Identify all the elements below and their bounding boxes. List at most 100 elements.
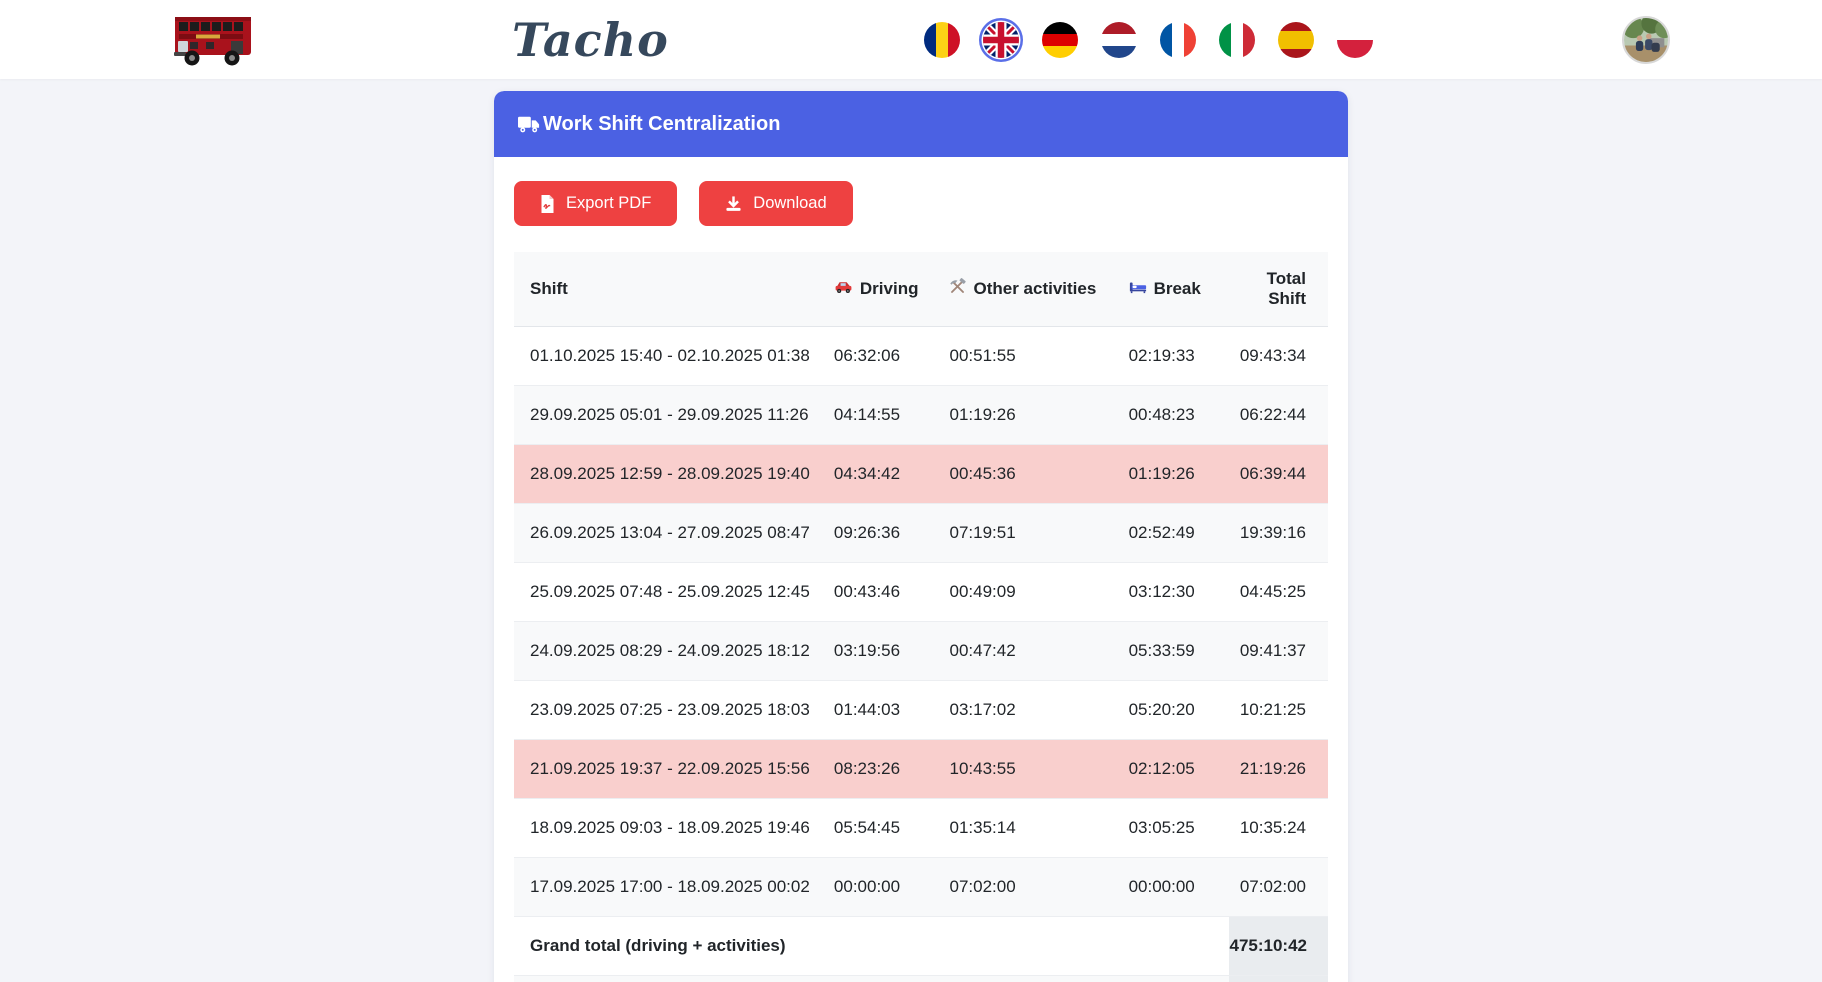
shift-period-cell: 21.09.2025 19:37 - 22.09.2025 15:56 [514, 739, 834, 799]
total-shift-time-cell: 04:45:25 [1229, 562, 1328, 622]
grand-total-row: Grand total (driving + activities) 475:1… [514, 916, 1328, 976]
other-activities-time-cell: 03:17:02 [949, 680, 1129, 740]
driving-time-cell: 04:14:55 [833, 385, 950, 445]
flag-france-icon[interactable] [1159, 21, 1196, 58]
language-switcher [923, 21, 1373, 58]
action-buttons: Export PDF Download [514, 181, 1328, 226]
other-activities-time-cell: 01:19:26 [949, 385, 1129, 445]
shift-period-cell: 18.09.2025 09:03 - 18.09.2025 19:46 [514, 798, 834, 858]
break-time-cell: 02:52:49 [1128, 503, 1230, 563]
user-avatar[interactable] [1622, 15, 1670, 64]
navbar: Tacho [0, 0, 1822, 79]
shift-row: 23.09.2025 07:25 - 23.09.2025 18:03 01:4… [514, 680, 1328, 740]
shift-period-cell: 25.09.2025 07:48 - 25.09.2025 12:45 [514, 562, 834, 622]
card-title: Work Shift Centralization [543, 112, 781, 135]
page-content: Work Shift Centralization Export PDF [0, 79, 1822, 982]
download-icon [725, 195, 742, 212]
total-shift-time-cell: 10:35:24 [1229, 798, 1328, 858]
car-icon [834, 279, 853, 299]
shift-row: 21.09.2025 19:37 - 22.09.2025 15:56 08:2… [514, 739, 1328, 799]
total-shift-time-cell: 09:43:34 [1239, 346, 1306, 365]
other-activities-time-cell: 00:47:42 [949, 621, 1129, 681]
flag-united-kingdom-icon[interactable] [982, 21, 1019, 58]
shift-table: Shift [514, 252, 1328, 982]
total-shift-time-cell: 19:39:16 [1229, 503, 1328, 563]
flag-netherlands-icon[interactable] [1100, 21, 1137, 58]
other-activities-time-cell: 00:51:55 [949, 346, 1016, 365]
other-activities-time-cell: 07:02:00 [949, 857, 1129, 917]
work-shift-card: Work Shift Centralization Export PDF [494, 91, 1348, 982]
flag-romania-icon[interactable] [923, 21, 960, 58]
col-header-shift: Shift [514, 252, 834, 327]
shift-row: 24.09.2025 08:29 - 24.09.2025 18:12 03:1… [514, 621, 1328, 681]
bus-logo-icon[interactable] [170, 12, 262, 68]
grand-total-value: 97:56:39 [1229, 975, 1328, 982]
shift-row: 01.10.2025 15:40 - 02.10.2025 01:38 06:3… [514, 327, 1328, 386]
truck-icon [518, 115, 540, 134]
shift-period-cell: 01.10.2025 15:40 - 02.10.2025 01:38 [530, 346, 810, 365]
col-header-other-activities: Other activities [949, 252, 1129, 327]
total-shift-time-cell: 10:21:25 [1229, 680, 1328, 740]
hammer-pick-icon [949, 278, 967, 300]
total-shift-time-cell: 09:41:37 [1229, 621, 1328, 681]
shift-table-body: 01.10.2025 15:40 - 02.10.2025 01:38 06:3… [514, 327, 1328, 982]
flag-spain-icon[interactable] [1277, 21, 1314, 58]
driving-time-cell: 00:43:46 [833, 562, 950, 622]
shift-period-cell: 17.09.2025 17:00 - 18.09.2025 00:02 [514, 857, 834, 917]
shift-period-cell: 26.09.2025 13:04 - 27.09.2025 08:47 [514, 503, 834, 563]
driving-time-cell: 05:54:45 [833, 798, 950, 858]
flag-poland-icon[interactable] [1336, 21, 1373, 58]
shift-row: 25.09.2025 07:48 - 25.09.2025 12:45 00:4… [514, 562, 1328, 622]
table-header-row: Shift [514, 252, 1328, 327]
col-header-break-label: Break [1153, 279, 1201, 298]
break-time-cell: 00:00:00 [1128, 857, 1230, 917]
driving-time-cell: 01:44:03 [833, 680, 950, 740]
export-pdf-label: Export PDF [566, 194, 652, 212]
shift-row: 18.09.2025 09:03 - 18.09.2025 19:46 05:5… [514, 798, 1328, 858]
col-header-driving: Driving [833, 252, 950, 327]
col-header-break: Break [1128, 252, 1230, 327]
driving-time-cell: 09:26:36 [833, 503, 950, 563]
break-time-cell: 03:12:30 [1128, 562, 1230, 622]
other-activities-time-cell: 10:43:55 [949, 739, 1129, 799]
shift-row: 17.09.2025 17:00 - 18.09.2025 00:02 00:0… [514, 857, 1328, 917]
shift-row: 28.09.2025 12:59 - 28.09.2025 19:40 04:3… [514, 444, 1328, 504]
grand-total-label: Grand total (driving + activities) [514, 916, 1230, 976]
break-time-cell: 05:20:20 [1128, 680, 1230, 740]
break-time-cell: 02:12:05 [1128, 739, 1230, 799]
break-time-cell: 03:05:25 [1128, 798, 1230, 858]
other-activities-time-cell: 00:49:09 [949, 562, 1129, 622]
flag-italy-icon[interactable] [1218, 21, 1255, 58]
break-time-cell: 05:33:59 [1128, 621, 1230, 681]
break-time-cell: 01:19:26 [1128, 444, 1230, 504]
total-shift-time-cell: 06:22:44 [1229, 385, 1328, 445]
total-shift-time-cell: 21:19:26 [1229, 739, 1328, 799]
driving-time-cell: 08:23:26 [833, 739, 950, 799]
grand-total-label: Grand total break [514, 975, 1230, 982]
shift-period-cell: 28.09.2025 12:59 - 28.09.2025 19:40 [514, 444, 834, 504]
flag-germany-icon[interactable] [1041, 21, 1078, 58]
grand-total-value: 475:10:42 [1229, 916, 1328, 976]
other-activities-time-cell: 01:35:14 [949, 798, 1129, 858]
break-time-cell: 02:19:33 [1128, 346, 1195, 365]
col-header-other-activities-label: Other activities [973, 279, 1097, 298]
shift-period-cell: 24.09.2025 08:29 - 24.09.2025 18:12 [514, 621, 834, 681]
download-button[interactable]: Download [699, 181, 853, 226]
driving-time-cell: 06:32:06 [833, 346, 901, 365]
total-shift-time-cell: 06:39:44 [1229, 444, 1328, 504]
app-title: Tacho [512, 12, 669, 67]
other-activities-time-cell: 07:19:51 [949, 503, 1129, 563]
grand-total-row: Grand total break 97:56:39 [514, 975, 1328, 982]
driving-time-cell: 04:34:42 [833, 444, 950, 504]
export-pdf-button[interactable]: Export PDF [514, 181, 678, 226]
card-body: Export PDF Download [494, 157, 1348, 982]
pdf-file-icon [540, 194, 555, 213]
shift-row: 29.09.2025 05:01 - 29.09.2025 11:26 04:1… [514, 385, 1328, 445]
col-header-driving-label: Driving [859, 279, 919, 298]
driving-time-cell: 00:00:00 [833, 857, 950, 917]
bed-icon [1129, 279, 1147, 299]
total-shift-time-cell: 07:02:00 [1229, 857, 1328, 917]
driving-time-cell: 03:19:56 [833, 621, 950, 681]
shift-period-cell: 29.09.2025 05:01 - 29.09.2025 11:26 [514, 385, 834, 445]
other-activities-time-cell: 00:45:36 [949, 444, 1129, 504]
